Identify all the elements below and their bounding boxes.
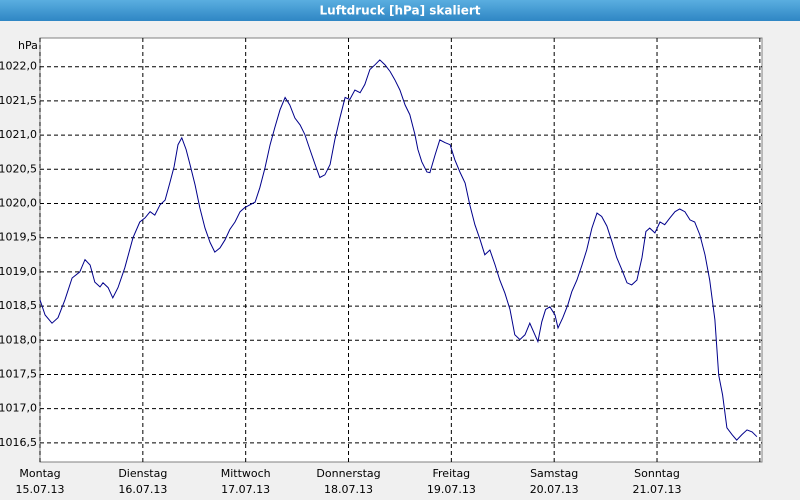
- chart-title: Luftdruck [hPa] skaliert: [320, 4, 481, 18]
- title-bar: [0, 0, 800, 21]
- x-tick-sublabel: 21.07.13: [633, 483, 682, 496]
- y-tick-label: 1018,5: [0, 299, 37, 312]
- x-tick-sublabel: 17.07.13: [221, 483, 270, 496]
- line: [39, 59, 758, 441]
- y-tick-label: 1020,5: [0, 162, 37, 175]
- x-tick-label: Freitag: [433, 467, 471, 480]
- y-tick-label: 1018,0: [0, 333, 37, 346]
- y-tick-label: 1021,5: [0, 94, 37, 107]
- x-tick-sublabel: 20.07.13: [530, 483, 579, 496]
- x-tick-label: Donnerstag: [316, 467, 380, 480]
- x-tick-sublabel: 15.07.13: [16, 483, 65, 496]
- y-tick-label: 1017,0: [0, 402, 37, 415]
- x-tick-label: Montag: [19, 467, 60, 480]
- x-tick-label: Sonntag: [634, 467, 680, 480]
- x-tick-sublabel: 16.07.13: [118, 483, 167, 496]
- x-tick-label: Mittwoch: [221, 467, 271, 480]
- y-tick-label: 1016,5: [0, 436, 37, 449]
- x-tick-label: Dienstag: [118, 467, 167, 480]
- y-tick-label: 1020,0: [0, 196, 37, 209]
- x-tick-sublabel: 19.07.13: [427, 483, 476, 496]
- plot-area: [39, 37, 763, 463]
- y-tick-label: 1019,0: [0, 265, 37, 278]
- x-tick-sublabel: 18.07.13: [324, 483, 373, 496]
- y-tick-label: 1021,0: [0, 128, 37, 141]
- y-tick-label: 1022,0: [0, 60, 37, 73]
- y-unit: hPa: [18, 39, 38, 52]
- x-tick-label: Samstag: [530, 467, 578, 480]
- y-tick-label: 1019,5: [0, 231, 37, 244]
- y-tick-label: 1017,5: [0, 367, 37, 380]
